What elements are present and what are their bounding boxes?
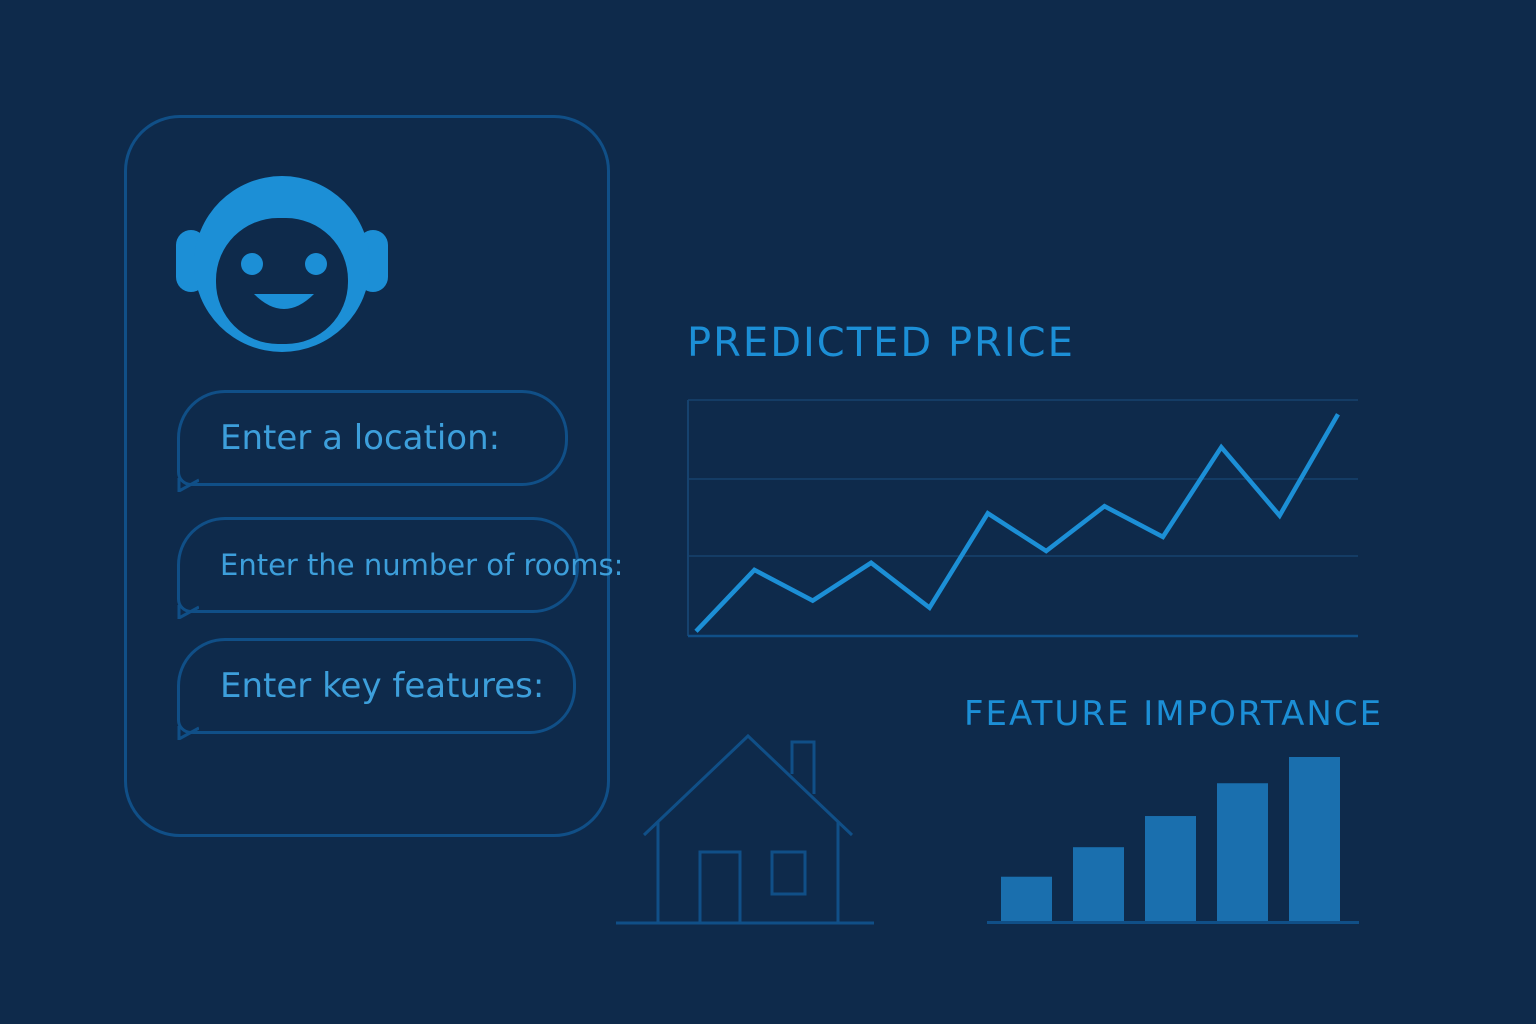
location-prompt-bubble[interactable]: Enter a location: xyxy=(177,390,568,492)
feature-importance-chart xyxy=(987,757,1359,924)
robot-face-icon xyxy=(176,176,388,352)
predicted-price-title: PREDICTED PRICE xyxy=(687,320,1075,366)
bubble-tail xyxy=(177,726,199,740)
house-door xyxy=(698,850,742,925)
rooms-prompt-bubble[interactable]: Enter the number of rooms: xyxy=(177,517,623,619)
bubble-tail xyxy=(177,478,199,492)
predicted-price-chart xyxy=(687,399,1358,638)
price-line xyxy=(694,413,1340,633)
robot-left-eye xyxy=(241,253,263,275)
house-roof xyxy=(642,733,854,837)
house-window xyxy=(770,850,807,896)
features-prompt-bubble[interactable]: Enter key features: xyxy=(177,638,576,740)
house-icon xyxy=(616,733,874,925)
robot-right-eye xyxy=(305,253,327,275)
chatbot-panel xyxy=(124,115,610,837)
bubble-tail xyxy=(177,605,199,619)
features-prompt-label: Enter key features: xyxy=(220,666,545,706)
feature-importance-title: FEATURE IMPORTANCE xyxy=(964,694,1384,734)
location-prompt-label: Enter a location: xyxy=(220,418,501,458)
robot-visor xyxy=(216,218,348,344)
house-chimney xyxy=(790,740,816,794)
importance-bar xyxy=(1217,783,1268,921)
importance-bar xyxy=(1073,847,1124,921)
importance-bar xyxy=(1001,876,1052,921)
robot-smile xyxy=(254,294,314,309)
importance-bar xyxy=(1289,757,1340,921)
rooms-prompt-label: Enter the number of rooms: xyxy=(220,548,624,582)
importance-bar xyxy=(1145,816,1196,921)
